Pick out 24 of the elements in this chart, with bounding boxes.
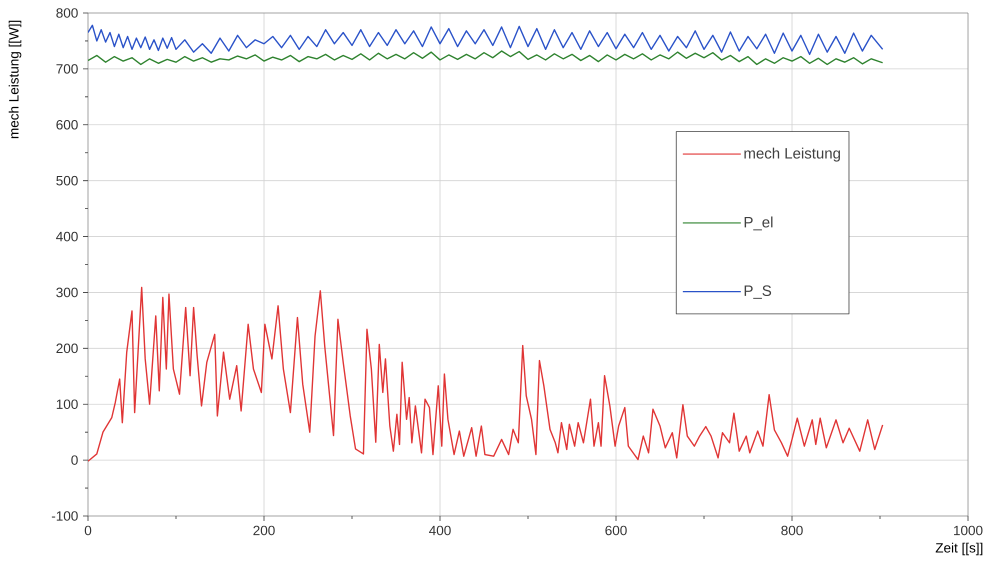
line-series: [88, 24, 884, 56]
line-series: [88, 286, 884, 462]
y-tick-label: 100: [56, 399, 78, 409]
y-tick-label: 800: [56, 8, 78, 18]
x-axis-title: Zeit [[s]]: [936, 542, 982, 556]
x-tick-label: 800: [781, 526, 803, 536]
y-tick-label: 700: [56, 64, 78, 74]
y-tick-label: 600: [56, 120, 78, 130]
y-tick-label: 0: [71, 455, 78, 465]
x-tick-label: 200: [253, 526, 275, 536]
line-series: [88, 50, 884, 66]
y-tick-label: 200: [56, 344, 78, 354]
legend-label: mech Leistung: [744, 148, 840, 162]
x-tick-label: 400: [429, 526, 451, 536]
y-tick-label: 300: [56, 288, 78, 298]
y-tick-label: 500: [56, 176, 78, 186]
legend-label: P_el: [744, 216, 772, 230]
x-tick-label: 600: [605, 526, 627, 536]
x-tick-label: 1000: [954, 526, 982, 536]
y-axis-title: mech Leistung [[W]]: [8, 20, 22, 138]
x-tick-label: 0: [84, 526, 92, 536]
y-tick-label: 400: [56, 232, 78, 242]
y-tick-label: -100: [52, 511, 78, 521]
legend-label: P_S: [744, 285, 772, 299]
